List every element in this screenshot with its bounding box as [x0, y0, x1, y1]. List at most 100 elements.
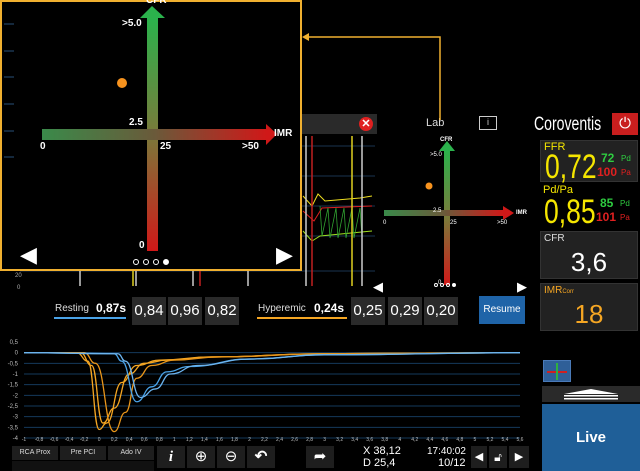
y-tick-label: -4	[13, 436, 19, 442]
close-icon[interactable]: ✕	[359, 117, 373, 131]
cfr-axis	[444, 150, 450, 285]
hyperemic-label: Hyperemic	[258, 303, 306, 314]
x-tick-label: 5,4	[501, 437, 508, 443]
x-tick-label: 3,4	[351, 437, 358, 443]
next-arrow-icon[interactable]: ▶	[517, 279, 527, 294]
x-tick-label: 3,6	[366, 437, 373, 443]
x-tick-label: 0,8	[156, 437, 163, 443]
hyperemic-underline	[257, 317, 347, 319]
x-tick-label: 4,2	[411, 437, 418, 443]
timestamp: 17:40:02	[427, 446, 466, 457]
hyperemic-value[interactable]: 0,29	[388, 297, 422, 325]
layers-icon	[564, 389, 618, 400]
cfr-value: 3,6	[570, 247, 608, 277]
x-left-label: 0	[40, 141, 46, 152]
resting-value[interactable]: 0,96	[168, 297, 202, 325]
trace-y-tick: 20	[15, 273, 22, 279]
page-dots[interactable]	[131, 259, 171, 265]
ffr-label: FFR	[544, 141, 566, 153]
notes-field[interactable]	[12, 461, 154, 471]
resting-value[interactable]: 0,82	[205, 297, 239, 325]
y-tick-label: -2,5	[8, 404, 19, 410]
y-tick-label: 0	[15, 351, 19, 357]
zoom-in-icon[interactable]: ⊕	[187, 446, 215, 468]
hyperemic-curve	[24, 352, 521, 433]
x-tick-label: -0,6	[50, 437, 59, 443]
hyperemic-value[interactable]: 0,20	[424, 297, 458, 325]
prev-recording-icon[interactable]: ◀	[471, 446, 487, 468]
share-icon[interactable]: ➦	[306, 446, 334, 468]
info-icon[interactable]: i	[157, 446, 185, 468]
x-tick-label: 1	[173, 437, 176, 443]
recording-index: 10/12	[438, 457, 466, 469]
pd-unit: Pd	[620, 199, 630, 208]
procedure-label[interactable]: Pre PCI	[60, 446, 106, 460]
patient-point	[117, 78, 127, 88]
page-dots[interactable]	[433, 283, 457, 287]
zoom-out-icon[interactable]: ⊖	[217, 446, 245, 468]
unlock-icon[interactable]: 🔓︎	[489, 446, 507, 468]
y-mid-label: 2.5	[129, 117, 143, 128]
resting-value[interactable]: 0,84	[132, 297, 166, 325]
hyperemic-value[interactable]: 0,25	[351, 297, 385, 325]
x-right-label: >50	[242, 141, 259, 152]
imr-axis	[384, 210, 504, 216]
cfr-axis-label: CFR	[440, 137, 453, 143]
x-tick-label: 1,6	[216, 437, 223, 443]
vessel-label[interactable]: RCA Prox	[12, 446, 58, 460]
cfr-axis-label: CFR	[146, 0, 167, 6]
d-readout: D 25,4	[363, 457, 396, 469]
prev-arrow-icon[interactable]: ◀	[373, 279, 383, 294]
x-tick-label: -1	[22, 437, 27, 443]
y-tick-label: -3	[13, 415, 19, 421]
power-icon[interactable]: ⏻	[612, 113, 638, 135]
pdpa-card: Pd/Pa 0,85 85 Pd 101 Pa	[540, 184, 638, 231]
x-tick-label: 0,2	[111, 437, 118, 443]
x-tick-label: 1,2	[186, 437, 193, 443]
resting-curve	[23, 352, 521, 399]
x-tick-label: 0,4	[126, 437, 133, 443]
trace-line-red	[302, 205, 373, 222]
expand-button[interactable]	[542, 386, 640, 402]
x-tick-label: 4,6	[441, 437, 448, 443]
y-top-label: >5.0	[122, 18, 142, 29]
pdpa-pd: 85	[600, 196, 614, 210]
x-tick-label: 2,2	[261, 437, 268, 443]
crosshair-icon	[547, 363, 567, 380]
next-arrow-icon[interactable]: ▶	[276, 242, 293, 267]
y-tick-label: -2	[13, 393, 19, 399]
drug-label[interactable]: Ado IV	[108, 446, 154, 460]
y-tick-label: -0,5	[8, 361, 19, 367]
plot-toggle-button[interactable]	[543, 360, 571, 382]
x-tick-label: 5	[474, 437, 477, 443]
y-mid-label: 2.5	[433, 208, 442, 214]
resume-button[interactable]: Resume	[479, 296, 525, 324]
next-recording-icon[interactable]: ▶	[509, 446, 529, 468]
info-book-icon[interactable]: i	[479, 116, 497, 130]
x-tick-label: -0,2	[80, 437, 89, 443]
imr-axis-label: IMR	[274, 128, 293, 139]
x-tick-label: 3,8	[381, 437, 388, 443]
prev-arrow-icon[interactable]: ◀	[20, 242, 37, 267]
cfr-imr-plot-small[interactable]	[376, 138, 536, 298]
x-tick-label: -0,4	[65, 437, 74, 443]
undo-icon[interactable]: ↶	[247, 446, 275, 468]
live-button[interactable]: Live	[542, 404, 640, 471]
ffr-pa: 100	[597, 165, 618, 179]
imr-axis-label: IMR	[516, 210, 527, 216]
brand-logo: Coroventis	[534, 114, 602, 135]
x-tick-label: 5,2	[486, 437, 493, 443]
recording-tab[interactable]	[300, 114, 377, 134]
hyperemic-curve	[24, 352, 521, 431]
pdpa-value: 0,85	[544, 193, 596, 231]
ffr-pd: 72	[601, 151, 615, 165]
y-bottom-label: 0	[438, 280, 442, 286]
x-tick-label: 4,8	[456, 437, 463, 443]
imr-card: IMRCorr 18	[540, 283, 638, 331]
x-tick-label: 4	[398, 437, 401, 443]
lab-label[interactable]: Lab	[426, 117, 445, 129]
patient-point	[425, 182, 433, 190]
cfr-imr-plot-popup[interactable]: CFR >5.0 2.5 0 0 25 >50 IMR ◀ ▶	[0, 0, 302, 271]
pdpa-pa: 101	[596, 210, 617, 224]
resting-curve	[23, 352, 521, 403]
